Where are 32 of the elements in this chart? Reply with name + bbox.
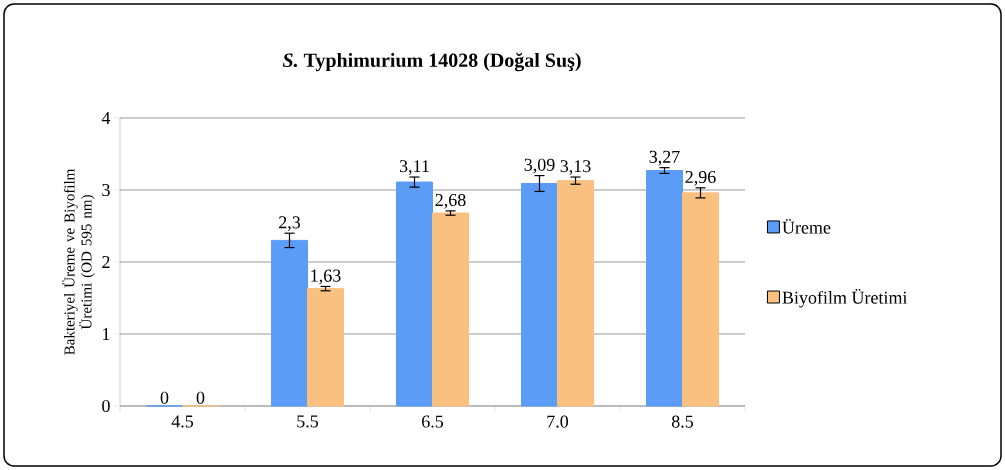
- y-tick-label: 4: [101, 112, 111, 124]
- x-tick-label: 4.5: [171, 415, 194, 428]
- legend-label: Üreme: [782, 218, 831, 234]
- data-label: 1,63: [311, 269, 341, 285]
- data-label: 2,96: [685, 170, 716, 186]
- y-tick-label: 2: [102, 256, 110, 268]
- data-label: 0: [160, 391, 169, 404]
- y-tick-label: 0: [102, 399, 110, 413]
- bar: [682, 192, 719, 407]
- y-tick-label: 1: [103, 328, 110, 340]
- x-tick-label: 5.5: [297, 415, 319, 428]
- data-label: 3,09: [524, 158, 555, 174]
- bar: [521, 183, 558, 407]
- bar: [307, 288, 345, 407]
- data-label: 2,3: [279, 216, 301, 231]
- legend-label: Biyofilm Üretimi: [782, 288, 908, 308]
- y-axis-title: Bakteriyel Üreme ve Biyofilm Üretimi (OD 595 nm): [62, 168, 95, 355]
- data-label: 2,68: [435, 193, 466, 209]
- data-label: 0: [196, 391, 205, 404]
- data-label: 3,11: [399, 160, 429, 175]
- bar: [396, 181, 434, 407]
- x-tick-label: 6.5: [422, 415, 444, 428]
- data-label: 3,27: [649, 150, 680, 166]
- y-tick-label: 3: [102, 183, 110, 197]
- bar: [646, 170, 683, 407]
- chart-title: S. Typhimurium 14028 (Doğal Suş): [282, 52, 581, 72]
- x-tick-label: 7.0: [547, 415, 569, 428]
- x-tick-label: 8.5: [671, 415, 694, 428]
- bar: [557, 180, 594, 407]
- data-label: 3,13: [560, 160, 591, 175]
- bar: [432, 212, 469, 407]
- bar: [271, 239, 309, 407]
